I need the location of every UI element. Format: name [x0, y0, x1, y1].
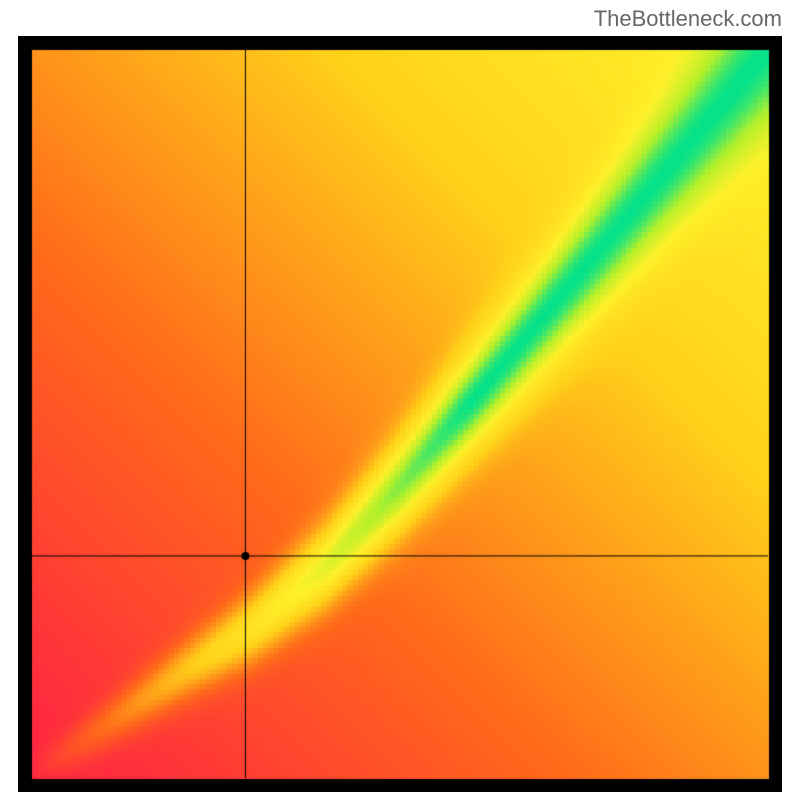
watermark-text: TheBottleneck.com [594, 6, 782, 32]
bottleneck-heatmap [18, 36, 782, 792]
